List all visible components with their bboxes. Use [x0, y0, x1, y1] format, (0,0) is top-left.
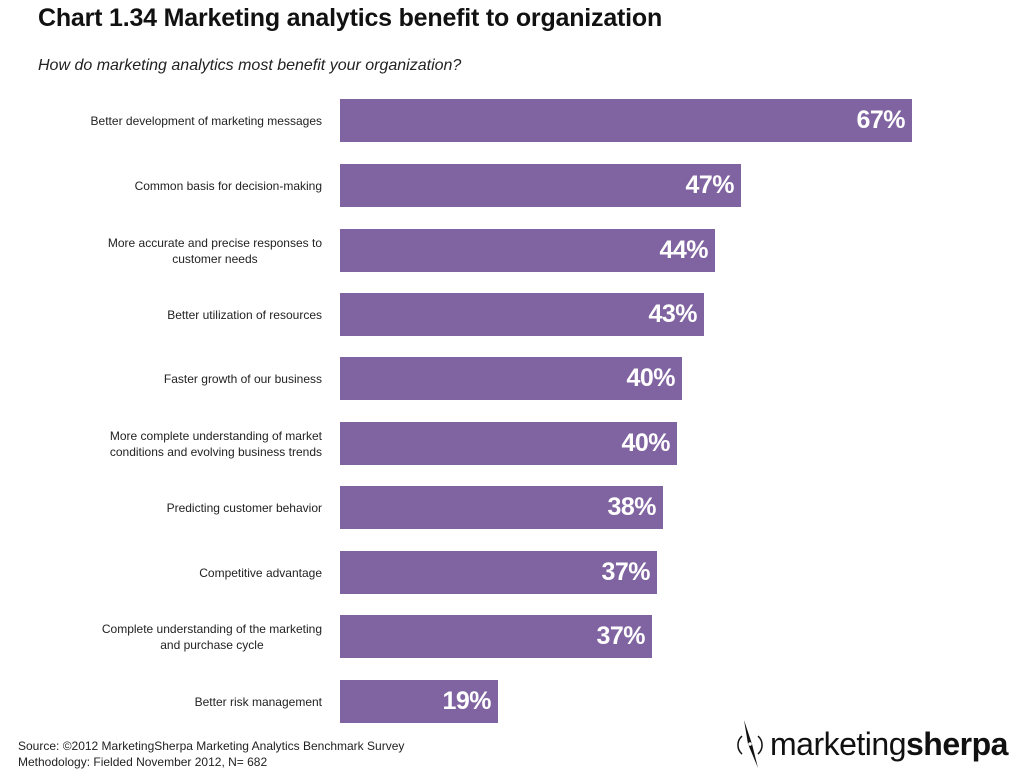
bar-value-label: 47%	[685, 171, 734, 199]
category-label-line: More complete understanding of market	[109, 428, 322, 443]
bar-row: More accurate and precise responses to cu…	[0, 229, 1024, 272]
category-label-line: Better utilization of resources	[167, 307, 322, 322]
bar: 47%	[340, 164, 741, 207]
bar-row: More complete understanding of market con…	[0, 422, 1024, 465]
category-label-line: Complete understanding of the marketing	[101, 621, 322, 636]
category-label: Complete understanding of the marketing a…	[22, 615, 322, 658]
bar-value-label: 37%	[601, 558, 650, 586]
bar: 37%	[340, 615, 652, 658]
category-label-line: and purchase cycle	[160, 637, 264, 652]
category-label-line: More accurate and precise responses to	[107, 235, 322, 250]
bar-row: Competitive advantage 37%	[0, 551, 1024, 594]
bar-row: Better risk management 19%	[0, 680, 1024, 723]
source-line: Source: ©2012 MarketingSherpa Marketing …	[18, 739, 405, 753]
category-label: Faster growth of our business	[22, 357, 322, 400]
bar: 43%	[340, 293, 704, 336]
bar: 37%	[340, 551, 657, 594]
category-label: More accurate and precise responses to cu…	[22, 229, 322, 272]
category-label: Competitive advantage	[22, 551, 322, 594]
category-label: Better risk management	[22, 680, 322, 723]
bar: 67%	[340, 99, 912, 142]
bar-value-label: 40%	[626, 364, 675, 392]
bar-row: Complete understanding of the marketing a…	[0, 615, 1024, 658]
bar-value-label: 44%	[659, 236, 708, 264]
category-label: Better utilization of resources	[22, 293, 322, 336]
bar-value-label: 40%	[621, 429, 670, 457]
methodology-line: Methodology: Fielded November 2012, N= 6…	[18, 755, 268, 769]
category-label-line: Predicting customer behavior	[166, 500, 322, 515]
category-label-line: customer needs	[172, 251, 258, 266]
bar: 38%	[340, 486, 663, 529]
compass-needle-icon	[737, 720, 763, 768]
bar: 40%	[340, 357, 682, 400]
category-label: Better development of marketing messages	[22, 99, 322, 142]
bar: 40%	[340, 422, 677, 465]
bar-value-label: 19%	[442, 687, 491, 715]
bar: 19%	[340, 680, 498, 723]
chart-title: Chart 1.34 Marketing analytics benefit t…	[38, 4, 663, 32]
marketingsherpa-logo: marketingsherpa	[732, 716, 1008, 772]
bar-row: Predicting customer behavior 38%	[0, 486, 1024, 529]
logo-text-light: marketing	[770, 725, 907, 762]
category-label: Predicting customer behavior	[22, 486, 322, 529]
bar-value-label: 67%	[856, 106, 905, 134]
category-label-line: conditions and evolving business trends	[109, 444, 322, 459]
bar-row: Better development of marketing messages…	[0, 99, 1024, 142]
chart-subtitle: How do marketing analytics most benefit …	[38, 57, 462, 74]
logo-text-bold: sherpa	[906, 725, 1008, 762]
bar-row: Faster growth of our business 40%	[0, 357, 1024, 400]
category-label-line: Competitive advantage	[199, 565, 322, 580]
bar-row: Common basis for decision-making 47%	[0, 164, 1024, 207]
bar-value-label: 37%	[596, 622, 645, 650]
category-label: Common basis for decision-making	[22, 164, 322, 207]
bar: 44%	[340, 229, 715, 272]
category-label-line: Better risk management	[194, 694, 322, 709]
bar-value-label: 43%	[648, 300, 697, 328]
category-label-line: Better development of marketing messages	[90, 113, 322, 128]
category-label: More complete understanding of market con…	[22, 422, 322, 465]
category-label-line: Common basis for decision-making	[134, 178, 322, 193]
source-note: Source: ©2012 MarketingSherpa Marketing …	[18, 738, 404, 770]
bar-value-label: 38%	[607, 493, 656, 521]
bar-row: Better utilization of resources 43%	[0, 293, 1024, 336]
category-label-line: Faster growth of our business	[163, 371, 322, 386]
